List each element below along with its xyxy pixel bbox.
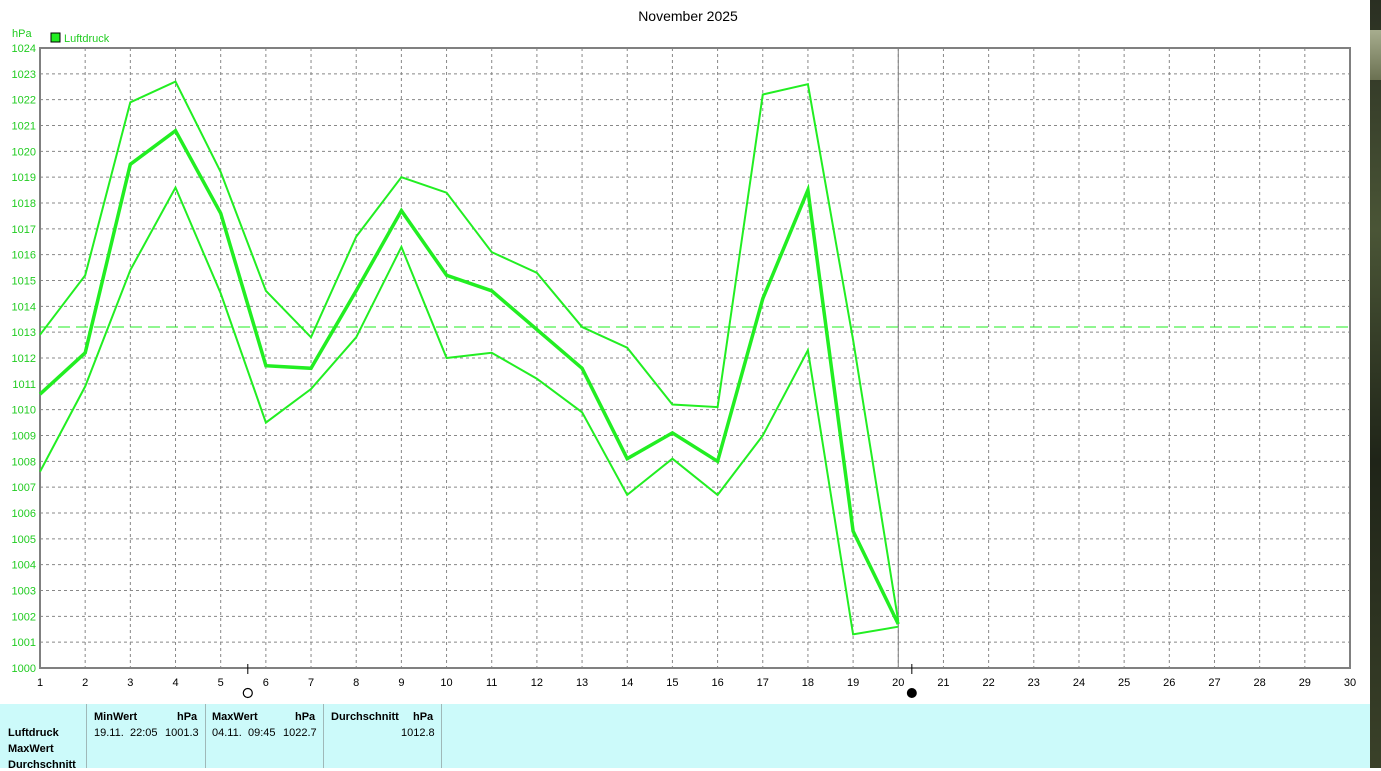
x-tick-label: 10 [440, 677, 452, 689]
y-tick-label: 1001 [12, 637, 36, 649]
x-tick-label: 25 [1118, 677, 1130, 689]
x-tick-label: 26 [1163, 677, 1175, 689]
x-tick-label: 4 [172, 677, 178, 689]
x-tick-label: 30 [1344, 677, 1356, 689]
min-header: MinWert [94, 711, 138, 723]
x-tick-label: 7 [308, 677, 314, 689]
chart-title: November 2025 [638, 8, 738, 24]
y-tick-label: 1022 [12, 95, 36, 107]
row-label-durchschnitt: Durchschnitt [8, 759, 76, 771]
max-time: 09:45 [248, 727, 276, 739]
new-moon-icon [906, 688, 917, 698]
x-tick-label: 23 [1028, 677, 1040, 689]
x-tick-label: 20 [892, 677, 904, 689]
avg-unit: hPa [413, 711, 434, 723]
y-tick-label: 1018 [12, 198, 36, 210]
y-tick-label: 1012 [12, 353, 36, 365]
x-tick-label: 11 [486, 677, 497, 689]
panel-divider [441, 704, 442, 768]
max-value: 1022.7 [283, 727, 317, 739]
y-tick-label: 1021 [12, 121, 36, 133]
axes: 1 2 3 4 5 6 7 8 9 10 11 12 13 14 15 16 17 18 19 20 21 22 23 24 2… [12, 43, 1357, 689]
x-tick-label: 17 [757, 677, 769, 689]
avg-value: 1012.8 [401, 727, 435, 739]
y-tick-label: 1024 [12, 43, 36, 55]
full-moon-icon [242, 687, 253, 699]
y-tick-label: 1016 [12, 250, 36, 262]
legend-label: Luftdruck [64, 33, 110, 45]
x-tick-label: 3 [127, 677, 133, 689]
x-tick-label: 9 [398, 677, 404, 689]
y-tick-label: 1006 [12, 508, 36, 520]
max-unit: hPa [295, 711, 316, 723]
y-tick-label: 1008 [12, 456, 36, 468]
x-tick-label: 29 [1299, 677, 1311, 689]
y-tick-label: 1023 [12, 69, 36, 81]
x-tick-label: 27 [1208, 677, 1220, 689]
series-line-mean [38, 128, 900, 625]
y-tick-label: 1011 [12, 379, 36, 391]
desktop-background-strip [1370, 0, 1381, 768]
y-tick-label: 1002 [12, 611, 36, 623]
x-tick-label: 1 [37, 677, 43, 689]
x-tick-label: 24 [1073, 677, 1085, 689]
y-tick-label: 1005 [12, 534, 36, 546]
min-unit: hPa [177, 711, 198, 723]
x-tick-label: 16 [711, 677, 723, 689]
pressure-chart: November 2025 hPa Luftdruck 1 2 3 4 5 6 7 8 9 10 1… [12, 8, 1357, 699]
markers [242, 664, 917, 699]
y-tick-label: 1007 [12, 482, 36, 494]
x-tick-label: 21 [937, 677, 949, 689]
x-tick-label: 2 [82, 677, 88, 689]
x-tick-label: 14 [621, 677, 633, 689]
panel-divider [323, 704, 324, 768]
series-line-max [39, 80, 900, 622]
y-tick-label: 1003 [12, 586, 36, 598]
series-lines [38, 80, 1350, 636]
y-tick-label: 1017 [12, 224, 36, 236]
row-label-luftdruck: Luftdruck [8, 727, 59, 739]
min-value: 1001.3 [165, 727, 199, 739]
x-tick-label: 22 [982, 677, 994, 689]
x-tick-label: 19 [847, 677, 859, 689]
y-tick-label: 1000 [12, 663, 36, 675]
min-date: 19.11. [94, 727, 124, 739]
x-tick-label: 18 [802, 677, 814, 689]
y-tick-label: 1004 [12, 560, 36, 572]
y-tick-label: 1013 [12, 327, 36, 339]
x-tick-label: 6 [263, 677, 269, 689]
row-label-maxwert: MaxWert [8, 743, 54, 755]
x-tick-label: 12 [531, 677, 543, 689]
desktop-background-patch [1370, 30, 1381, 80]
max-header: MaxWert [212, 711, 258, 723]
x-tick-label: 5 [218, 677, 224, 689]
plot-frame [39, 47, 1351, 669]
y-tick-label: 1014 [12, 301, 36, 313]
series-line-min [39, 185, 899, 636]
legend-swatch [50, 32, 61, 43]
x-tick-label: 13 [576, 677, 588, 689]
x-tick-label: 28 [1254, 677, 1266, 689]
y-axis-unit: hPa [12, 28, 32, 40]
x-tick-label: 15 [666, 677, 678, 689]
y-tick-label: 1019 [12, 172, 36, 184]
min-time: 22:05 [130, 727, 158, 739]
panel-divider [205, 704, 206, 768]
y-tick-label: 1010 [12, 405, 36, 417]
y-tick-label: 1015 [12, 276, 36, 288]
y-tick-label: 1020 [12, 146, 36, 158]
panel-divider [86, 704, 87, 768]
x-tick-label: 8 [353, 677, 359, 689]
stats-panel: Luftdruck MaxWert Durchschnitt MinWert h… [0, 704, 1370, 771]
avg-header: Durchschnitt [331, 711, 399, 723]
y-tick-label: 1009 [12, 431, 36, 443]
grid [40, 48, 1350, 668]
max-date: 04.11. [212, 727, 242, 739]
